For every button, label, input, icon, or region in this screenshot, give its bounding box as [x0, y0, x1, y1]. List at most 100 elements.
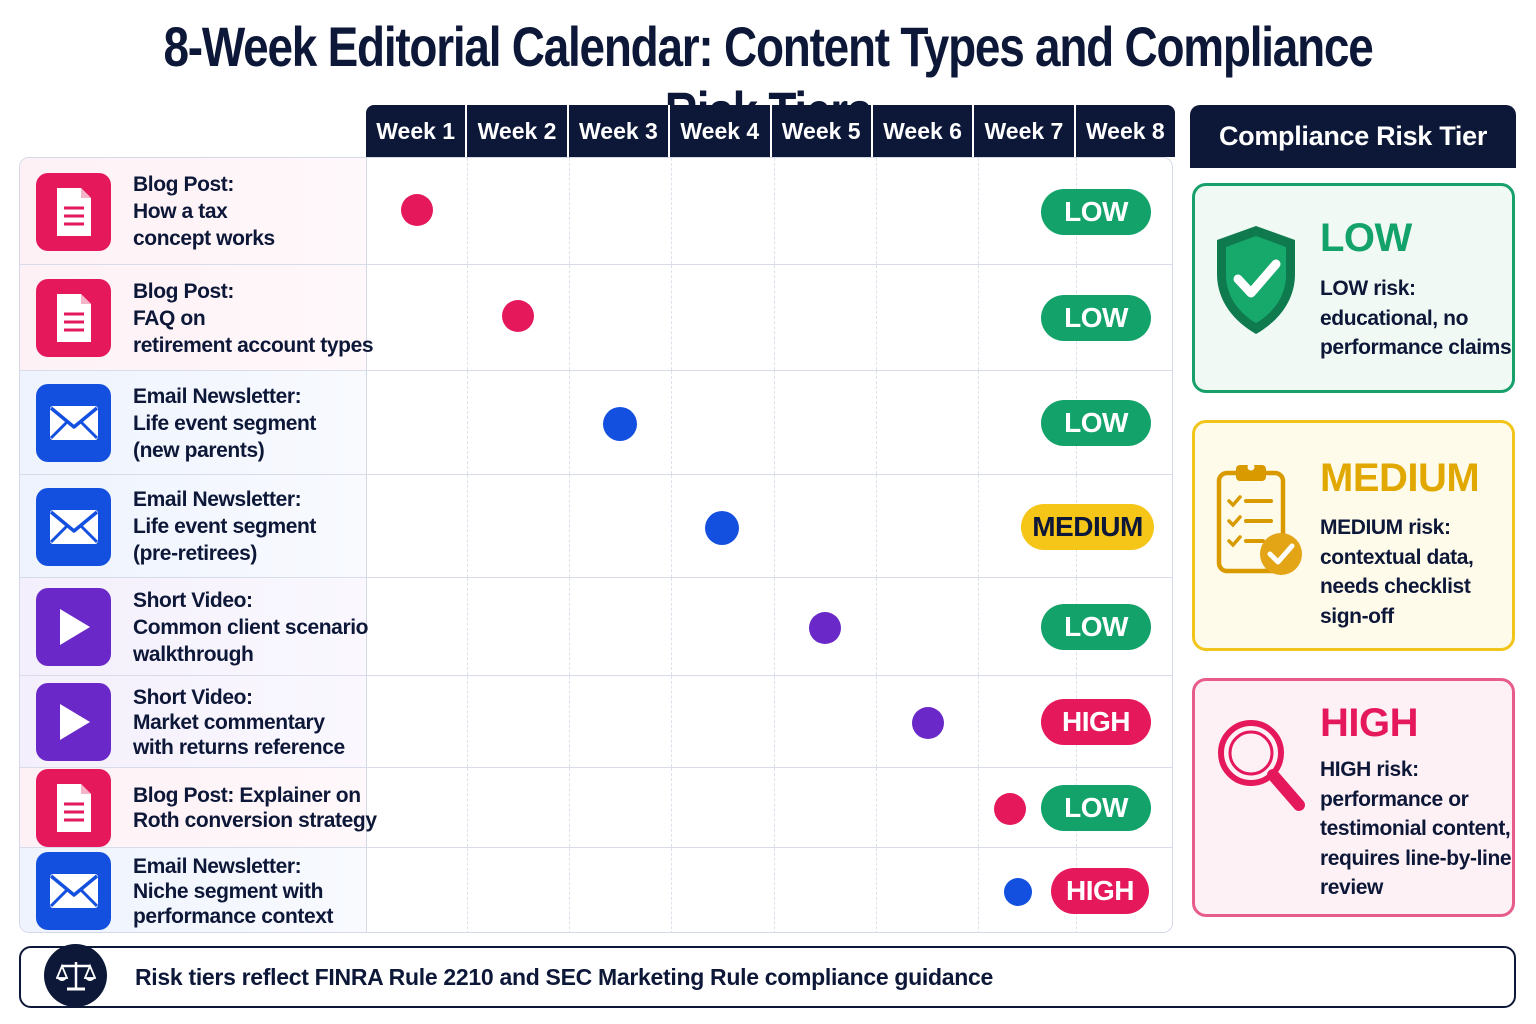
scales-icon [44, 944, 107, 1007]
week-divider [467, 768, 468, 847]
legend-heading: Compliance Risk Tier [1190, 105, 1516, 168]
week-divider [569, 578, 570, 675]
row-title-line: Common client scenario [133, 616, 369, 639]
risk-tier-badge-high: HIGH [1051, 868, 1149, 914]
week-divider [671, 848, 672, 932]
row-label: Short Video: Common client scenario walkth… [20, 578, 369, 675]
row-title-line: Blog Post: Explainer on [133, 784, 361, 807]
document-icon [36, 279, 111, 357]
week-divider [978, 265, 979, 370]
row-title: Blog Post: Explainer on Roth conversion s… [133, 783, 377, 833]
week-divider [467, 158, 468, 264]
week-header-3: Week 3 [569, 105, 671, 157]
row-label: Blog Post: How a tax concept works [20, 158, 367, 264]
week-divider [671, 475, 672, 577]
row-title-line: FAQ on [133, 307, 206, 330]
week-divider [569, 371, 570, 474]
week-divider [569, 475, 570, 577]
calendar-row: Email Newsletter: Niche segment with perfo… [20, 848, 1172, 932]
risk-tier-badge-low: LOW [1041, 400, 1151, 446]
row-title-line: Niche segment with [133, 880, 324, 903]
legend-card-low: LOW LOW risk: educational, no performanc… [1192, 183, 1515, 393]
week-header-5: Week 5 [772, 105, 873, 157]
week-header-6: Week 6 [873, 105, 975, 157]
week-divider [774, 768, 775, 847]
week-divider [876, 848, 877, 932]
calendar-row: Email Newsletter: Life event segment (pre-… [20, 475, 1172, 578]
week-divider [467, 265, 468, 370]
magnifier-icon [1215, 717, 1307, 822]
week-divider [876, 371, 877, 474]
row-label: Blog Post: FAQ on retirement account types [20, 265, 374, 370]
scheduled-dot-week-3 [603, 407, 637, 441]
scheduled-dot-week-7 [994, 793, 1026, 825]
week-header-7: Week 7 [974, 105, 1076, 157]
row-title-line: Short Video: [133, 686, 253, 709]
scheduled-dot-week-2 [502, 300, 534, 332]
row-title-line: performance context [133, 905, 334, 928]
document-icon [36, 769, 111, 847]
week-divider [978, 371, 979, 474]
week-divider [978, 475, 979, 577]
risk-tier-badge-high: HIGH [1041, 699, 1151, 745]
row-label: Short Video: Market commentary with return… [20, 676, 367, 767]
week-divider [774, 265, 775, 370]
footer-text: Risk tiers reflect FINRA Rule 2210 and S… [135, 964, 993, 990]
week-divider [467, 848, 468, 932]
legend-tier-high: HIGH [1320, 701, 1419, 745]
week-divider [978, 768, 979, 847]
row-title: Blog Post: How a tax concept works [133, 171, 275, 252]
week-divider [876, 768, 877, 847]
envelope-icon [36, 488, 111, 566]
scheduled-dot-week-4 [705, 511, 739, 545]
calendar-row: Blog Post: How a tax concept works LOW [20, 158, 1172, 265]
scheduled-dot-week-1 [401, 194, 433, 226]
week-header: Week 1 Week 2 Week 3 Week 4 Week 5 Week 6 Week… [366, 105, 1175, 157]
risk-tier-badge-low: LOW [1041, 604, 1151, 650]
week-divider [569, 265, 570, 370]
week-header-8: Week 8 [1085, 117, 1165, 144]
week-divider [569, 676, 570, 767]
document-icon [36, 173, 111, 251]
week-divider [467, 676, 468, 767]
risk-tier-badge-low: LOW [1041, 785, 1151, 831]
calendar-row: Blog Post: FAQ on retirement account types… [20, 265, 1172, 371]
row-label: Blog Post: Explainer on Roth conversion s… [20, 768, 377, 847]
legend-desc-medium: MEDIUM risk: contextual data, needs chec… [1320, 516, 1474, 628]
calendar-row: Short Video: Market commentary with return… [20, 676, 1172, 768]
row-title-line: Life event segment [133, 412, 317, 435]
week-header-1: Week 1 [366, 105, 468, 157]
week-divider [774, 676, 775, 767]
footer-note: Risk tiers reflect FINRA Rule 2210 and S… [19, 944, 1516, 1008]
row-label: Email Newsletter: Niche segment with perfo… [20, 848, 367, 932]
row-title: Email Newsletter: Niche segment with perfo… [133, 854, 334, 929]
calendar-row: Blog Post: Explainer on Roth conversion s… [20, 768, 1172, 848]
risk-tier-badge-low: LOW [1041, 295, 1151, 341]
row-title-line: Blog Post: [133, 280, 234, 303]
week-divider [774, 371, 775, 474]
row-title: Email Newsletter: Life event segment (pre-… [133, 486, 316, 567]
week-divider [774, 848, 775, 932]
row-label: Email Newsletter: Life event segment (pre-… [20, 475, 367, 577]
legend-card-medium: MEDIUM MEDIUM risk: contextual data, nee… [1192, 420, 1515, 651]
legend-card-high: HIGH HIGH risk: performance or testimoni… [1192, 678, 1515, 917]
week-divider [978, 848, 979, 932]
calendar-grid: Blog Post: How a tax concept works LOW Blog … [19, 157, 1173, 933]
legend-tier-medium: MEDIUM [1320, 456, 1480, 500]
row-title-line: Email Newsletter: [133, 488, 302, 511]
row-title-line: Blog Post: [133, 173, 234, 196]
clipboard-check-icon [1213, 459, 1305, 588]
week-divider [569, 158, 570, 264]
week-divider [774, 158, 775, 264]
row-title-line: Market commentary [133, 711, 325, 734]
row-title-line: Short Video: [133, 589, 253, 612]
calendar-row: Email Newsletter: Life event segment (new … [20, 371, 1172, 475]
play-icon [36, 683, 111, 761]
week-divider [876, 676, 877, 767]
week-divider [671, 578, 672, 675]
week-divider [467, 371, 468, 474]
row-title-line: Roth conversion strategy [133, 809, 377, 832]
row-title-line: walkthrough [133, 643, 254, 666]
risk-tier-badge-low: LOW [1041, 189, 1151, 235]
week-divider [671, 265, 672, 370]
